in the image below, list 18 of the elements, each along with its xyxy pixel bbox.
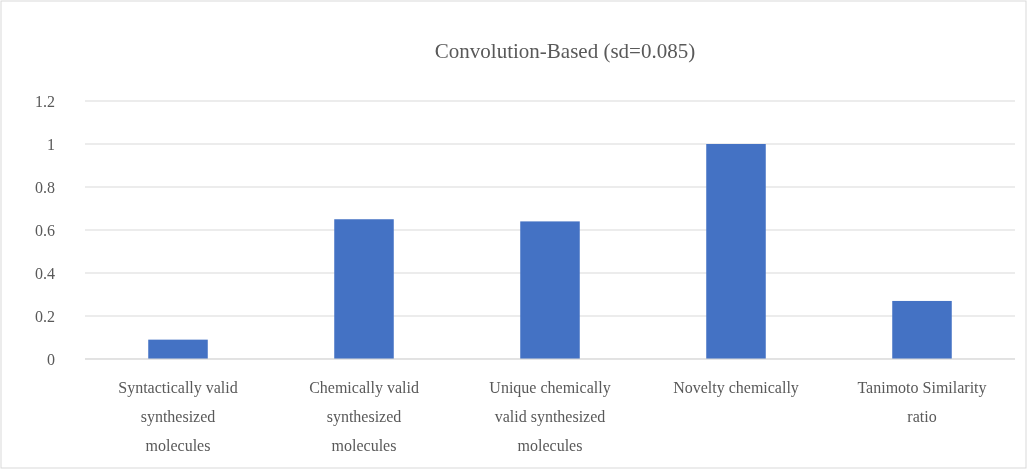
x-tick-label: Novelty chemically bbox=[673, 379, 799, 397]
bar bbox=[892, 300, 952, 359]
y-tick-label: 1.2 bbox=[35, 92, 55, 110]
y-tick-label: 0.4 bbox=[35, 264, 55, 282]
x-tick-label: Syntactically valid synthesized molecules bbox=[118, 379, 238, 454]
x-tick-label: Unique chemically valid synthesized molecules bbox=[489, 379, 611, 454]
y-tick-label: 1 bbox=[47, 135, 55, 153]
x-tick-label: Chemically valid synthesized molecules bbox=[309, 379, 419, 454]
y-tick-label: 0.8 bbox=[35, 178, 55, 196]
x-tick-label: Tanimoto Similarity ratio bbox=[857, 379, 987, 425]
bar bbox=[334, 219, 394, 359]
bar bbox=[148, 339, 208, 359]
y-tick-label: 0 bbox=[47, 350, 55, 368]
bar bbox=[706, 144, 766, 359]
y-tick-label: 0.6 bbox=[35, 221, 55, 239]
y-tick-label: 0.2 bbox=[35, 307, 55, 325]
chart-title: Convolution-Based (sd=0.085) bbox=[434, 39, 696, 63]
bar bbox=[520, 221, 580, 359]
